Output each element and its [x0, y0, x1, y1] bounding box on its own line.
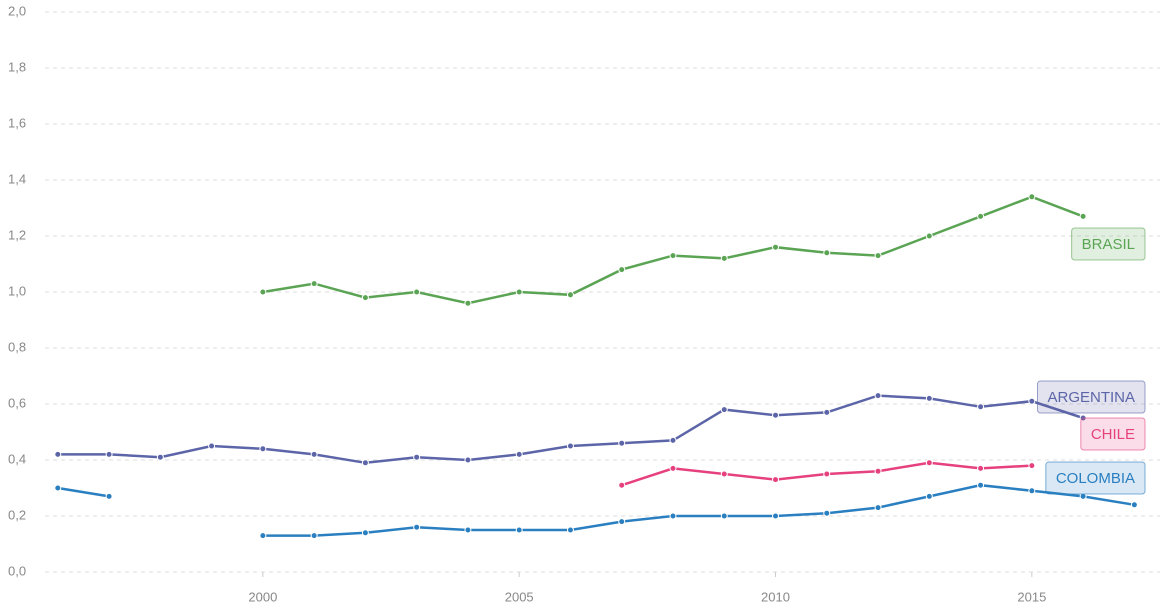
y-tick-label: 1,2 [8, 227, 26, 242]
data-point [925, 492, 933, 500]
y-tick-label: 2,0 [8, 3, 26, 18]
data-point [669, 464, 677, 472]
y-tick-label: 0,8 [8, 339, 26, 354]
data-point [772, 476, 780, 484]
series-label-text: ARGENTINA [1047, 389, 1135, 406]
data-point [874, 467, 882, 475]
series-label: COLOMBIA [1045, 461, 1146, 495]
data-point [618, 266, 626, 274]
data-point [156, 453, 164, 461]
data-point [361, 294, 369, 302]
y-tick-label: 0,2 [8, 507, 26, 522]
x-tick-label: 2000 [248, 589, 277, 604]
data-point [669, 436, 677, 444]
data-point [310, 532, 318, 540]
data-point [259, 445, 267, 453]
x-tick-label: 2005 [505, 589, 534, 604]
data-point [925, 394, 933, 402]
data-point [772, 411, 780, 419]
data-point [874, 504, 882, 512]
series-label: BRASIL [1071, 227, 1146, 261]
data-point [310, 280, 318, 288]
data-point [1079, 212, 1087, 220]
series-label-box [1036, 380, 1146, 414]
y-tick-label: 1,4 [8, 171, 26, 186]
data-point [874, 252, 882, 260]
data-point [925, 459, 933, 467]
data-point [977, 212, 985, 220]
data-point [413, 523, 421, 531]
series-line [57, 394, 1084, 465]
data-point [208, 442, 216, 450]
x-tick-label: 2010 [761, 589, 790, 604]
data-point [464, 526, 472, 534]
data-point [515, 526, 523, 534]
data-point [669, 512, 677, 520]
data-point [925, 232, 933, 240]
data-point [413, 453, 421, 461]
data-point [361, 529, 369, 537]
data-point [515, 450, 523, 458]
data-point [823, 509, 831, 517]
data-point [1130, 501, 1138, 509]
data-point [1028, 193, 1036, 201]
data-point [1028, 397, 1036, 405]
series-line [262, 195, 1084, 305]
data-point [977, 481, 985, 489]
y-tick-label: 1,0 [8, 283, 26, 298]
data-point [874, 392, 882, 400]
data-point [618, 481, 626, 489]
y-tick-label: 1,8 [8, 59, 26, 74]
data-point [720, 254, 728, 262]
data-point [720, 406, 728, 414]
data-point [54, 484, 62, 492]
data-point [977, 464, 985, 472]
y-tick-label: 0,4 [8, 451, 26, 466]
series-label-box [1071, 227, 1146, 261]
data-point [259, 288, 267, 296]
data-point [772, 243, 780, 251]
data-point [566, 526, 574, 534]
series-line [57, 483, 1135, 537]
data-point [720, 470, 728, 478]
y-tick-label: 0,6 [8, 395, 26, 410]
data-point [105, 492, 113, 500]
series-label: ARGENTINA [1036, 380, 1146, 414]
data-point [823, 249, 831, 257]
data-point [1028, 462, 1036, 470]
data-point [310, 450, 318, 458]
series-label-text: CHILE [1091, 426, 1135, 443]
data-point [259, 532, 267, 540]
data-point [618, 518, 626, 526]
data-point [823, 408, 831, 416]
series-label-box [1045, 461, 1146, 495]
data-point [413, 288, 421, 296]
data-point [566, 291, 574, 299]
data-point [823, 470, 831, 478]
y-tick-label: 1,6 [8, 115, 26, 130]
series-label-text: BRASIL [1082, 236, 1135, 253]
data-point [515, 288, 523, 296]
data-point [54, 450, 62, 458]
series-label-text: COLOMBIA [1056, 470, 1135, 487]
data-point [464, 456, 472, 464]
data-point [1079, 492, 1087, 500]
data-point [772, 512, 780, 520]
y-tick-label: 0,0 [8, 563, 26, 578]
data-point [669, 252, 677, 260]
data-point [618, 439, 626, 447]
data-point [361, 459, 369, 467]
data-point [464, 299, 472, 307]
x-tick-label: 2015 [1017, 589, 1046, 604]
data-point [105, 450, 113, 458]
series-label-box [1080, 417, 1146, 451]
data-point [977, 403, 985, 411]
data-point [566, 442, 574, 450]
data-point [720, 512, 728, 520]
data-point [1028, 487, 1036, 495]
series-label: CHILE [1080, 417, 1146, 451]
